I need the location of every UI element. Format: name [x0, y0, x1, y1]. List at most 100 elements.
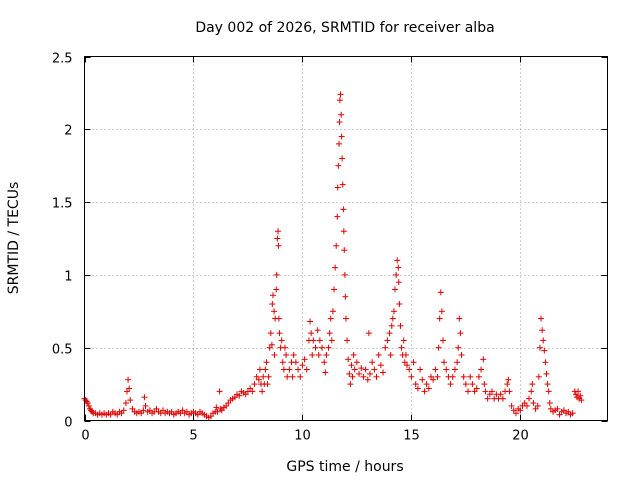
- data-points: [81, 91, 585, 421]
- data-point: [526, 395, 533, 402]
- data-point: [544, 381, 551, 388]
- y-axis-title: SRMTID / TECUs: [6, 182, 22, 295]
- data-point: [328, 337, 335, 344]
- data-point: [314, 327, 321, 334]
- data-point: [365, 330, 372, 337]
- data-point: [341, 247, 348, 254]
- data-point: [339, 181, 346, 188]
- data-point: [332, 264, 339, 271]
- data-point: [438, 308, 445, 315]
- data-point: [505, 376, 512, 383]
- data-point: [122, 400, 129, 407]
- data-point: [275, 242, 282, 249]
- x-tick-label: 10: [294, 429, 311, 444]
- data-point: [216, 388, 223, 395]
- data-point: [350, 351, 357, 358]
- data-point: [504, 381, 511, 388]
- data-point: [469, 381, 476, 388]
- data-point: [348, 362, 355, 369]
- data-point: [323, 351, 330, 358]
- data-point: [396, 301, 403, 308]
- data-point: [316, 337, 323, 344]
- data-point: [408, 373, 415, 380]
- y-tick-label: 2.5: [52, 52, 73, 67]
- data-point: [331, 286, 338, 293]
- x-tick-label: 20: [512, 429, 529, 444]
- data-point: [508, 402, 515, 409]
- data-point: [126, 385, 133, 392]
- data-point: [286, 366, 293, 373]
- data-point: [417, 366, 424, 373]
- data-point: [423, 381, 430, 388]
- y-tick-label: 2: [64, 124, 72, 139]
- data-point: [360, 373, 367, 380]
- data-point: [338, 111, 345, 118]
- data-point: [542, 359, 549, 366]
- data-point: [325, 344, 332, 351]
- data-point: [274, 235, 281, 242]
- data-point: [578, 397, 585, 404]
- data-point: [127, 397, 134, 404]
- data-point: [419, 376, 426, 383]
- data-point: [321, 359, 328, 366]
- data-point: [297, 373, 304, 380]
- data-point: [402, 351, 409, 358]
- data-point: [346, 370, 353, 377]
- data-point: [336, 97, 343, 104]
- chart-title: Day 002 of 2026, SRMTID for receiver alb…: [195, 20, 494, 36]
- axis-ticks: [84, 56, 608, 422]
- data-point: [395, 279, 402, 286]
- data-point: [546, 400, 553, 407]
- data-point: [441, 359, 448, 366]
- data-point: [443, 366, 450, 373]
- data-point: [540, 337, 547, 344]
- data-point: [290, 351, 297, 358]
- data-point: [455, 344, 462, 351]
- data-point: [310, 337, 317, 344]
- data-point: [260, 373, 267, 380]
- data-point: [309, 351, 316, 358]
- data-point: [334, 213, 341, 220]
- data-point: [457, 330, 464, 337]
- data-point: [273, 271, 280, 278]
- data-point: [451, 366, 458, 373]
- data-point: [271, 308, 278, 315]
- data-point: [275, 315, 282, 322]
- x-tick-label: 15: [403, 429, 420, 444]
- data-point: [541, 347, 548, 354]
- data-point: [380, 369, 387, 376]
- data-point: [351, 366, 358, 373]
- x-tick-label: 5: [189, 429, 197, 444]
- data-point: [278, 337, 285, 344]
- data-point: [435, 344, 442, 351]
- data-point: [236, 392, 243, 399]
- data-point: [85, 402, 92, 409]
- data-point: [255, 376, 262, 383]
- data-point: [506, 388, 513, 395]
- data-point: [125, 376, 132, 383]
- data-point: [84, 400, 91, 407]
- y-tick-label: 0.5: [52, 343, 73, 358]
- data-point: [484, 395, 491, 402]
- gridlines: [84, 56, 608, 421]
- data-point: [375, 351, 382, 358]
- data-point: [295, 366, 302, 373]
- data-point: [269, 292, 276, 299]
- data-point: [315, 351, 322, 358]
- data-point: [481, 381, 488, 388]
- data-point: [414, 385, 421, 392]
- data-point: [373, 373, 380, 380]
- data-point: [337, 91, 344, 98]
- data-point: [462, 381, 469, 388]
- data-point: [264, 381, 271, 388]
- data-point: [338, 133, 345, 140]
- x-tick-label: 0: [81, 429, 89, 444]
- data-point: [458, 351, 465, 358]
- data-point: [575, 388, 582, 395]
- data-point: [400, 337, 407, 344]
- data-point: [371, 366, 378, 373]
- data-point: [425, 385, 432, 392]
- data-point: [284, 373, 291, 380]
- data-point: [404, 362, 411, 369]
